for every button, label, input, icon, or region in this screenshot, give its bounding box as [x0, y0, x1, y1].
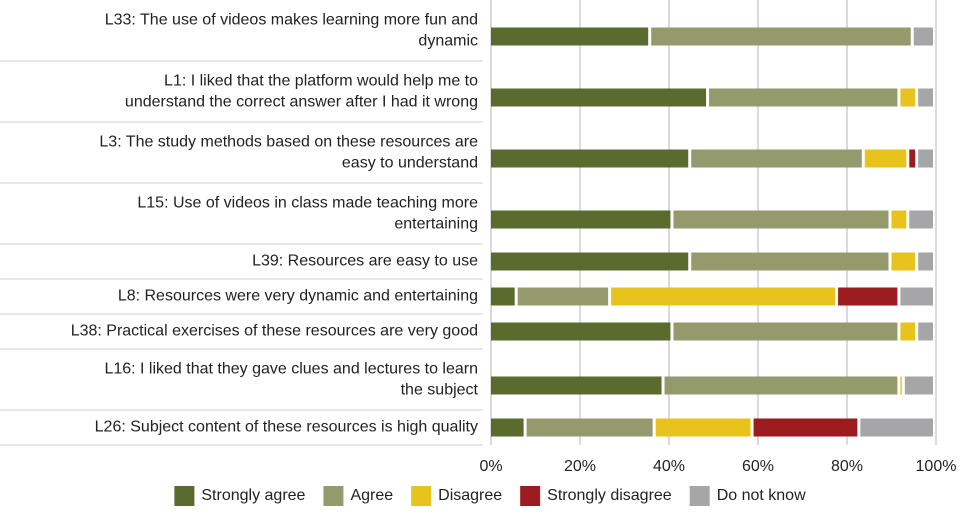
category-label: L39: Resources are easy to use — [252, 253, 478, 270]
legend-label: Agree — [350, 487, 393, 504]
bar-segment — [918, 252, 933, 271]
category-label: L33: The use of videos makes learning mo… — [105, 12, 478, 50]
label-line: L33: The use of videos makes learning mo… — [105, 12, 478, 29]
bar-segment — [909, 149, 916, 168]
legend-label: Disagree — [438, 487, 502, 504]
label-line: L1: I liked that the platform would help… — [164, 73, 478, 90]
bar-segment — [491, 149, 689, 168]
bar-segment — [491, 322, 671, 341]
label-line: the subject — [401, 382, 479, 399]
label-line: L26: Subject content of these resources … — [95, 419, 478, 436]
bar-segment — [891, 252, 916, 271]
label-line: easy to understand — [342, 155, 478, 172]
category-label: L8: Resources were very dynamic and ente… — [118, 288, 478, 305]
bar-segment — [491, 27, 649, 46]
legend-swatch — [323, 486, 344, 506]
x-tick-label: 20% — [564, 458, 596, 475]
bar-segment — [918, 322, 933, 341]
label-line: L8: Resources were very dynamic and ente… — [118, 288, 478, 305]
x-tick-label: 100% — [916, 458, 957, 475]
bar-segment — [918, 88, 933, 107]
legend-swatch — [689, 486, 710, 506]
bar-segment — [691, 252, 889, 271]
bar-segment — [913, 27, 933, 46]
bar-segment — [900, 322, 916, 341]
category-label: L1: I liked that the platform would help… — [125, 73, 478, 111]
bar-segment — [753, 418, 858, 437]
label-line: L38: Practical exercises of these resour… — [71, 323, 478, 340]
bar-segment — [838, 287, 898, 306]
legend-label: Do not know — [717, 487, 806, 504]
bar-segment — [909, 210, 933, 229]
category-label: L16: I liked that they gave clues and le… — [104, 361, 478, 399]
bar-segment — [918, 149, 933, 168]
legend-swatch — [411, 486, 432, 506]
bar-segment — [900, 88, 916, 107]
bar-segment — [491, 287, 515, 306]
bar-segment — [673, 210, 889, 229]
bar-segment — [611, 287, 836, 306]
legend-swatch — [520, 486, 541, 506]
bar-segment — [491, 252, 689, 271]
bar-segment — [709, 88, 898, 107]
category-label: L38: Practical exercises of these resour… — [71, 323, 478, 340]
bar-segment — [891, 210, 907, 229]
bar-segment — [860, 418, 933, 437]
legend-swatch — [174, 486, 195, 506]
label-line: L15: Use of videos in class made teachin… — [137, 195, 478, 212]
x-tick-label: 0% — [479, 458, 502, 475]
bar-segment — [664, 376, 898, 395]
label-line: L3: The study methods based on these res… — [99, 134, 478, 151]
bar-segment — [517, 287, 609, 306]
label-line: dynamic — [418, 33, 478, 50]
legend-label: Strongly agree — [201, 487, 305, 504]
x-tick-label: 60% — [742, 458, 774, 475]
bar-segment — [651, 27, 911, 46]
bar-segment — [491, 376, 662, 395]
category-label: L26: Subject content of these resources … — [95, 419, 478, 436]
bar-segment — [691, 149, 862, 168]
x-tick-label: 80% — [831, 458, 863, 475]
bar-segment — [900, 376, 902, 395]
bar-segment — [491, 210, 671, 229]
bar-segment — [904, 376, 933, 395]
bar-segment — [900, 287, 933, 306]
bar-segment — [526, 418, 653, 437]
legend-label: Strongly disagree — [547, 487, 672, 504]
category-label: L3: The study methods based on these res… — [99, 134, 478, 172]
label-line: understand the correct answer after I ha… — [125, 94, 478, 111]
legend: Strongly agree Agree Disagree Strongly disa… — [174, 486, 806, 506]
category-label: L15: Use of videos in class made teachin… — [137, 195, 478, 233]
bar-segment — [655, 418, 751, 437]
label-line: L39: Resources are easy to use — [252, 253, 478, 270]
bar-segment — [491, 88, 707, 107]
label-line: L16: I liked that they gave clues and le… — [104, 361, 478, 378]
bar-segment — [673, 322, 898, 341]
x-tick-label: 40% — [653, 458, 685, 475]
label-line: entertaining — [394, 216, 478, 233]
bar-segment — [491, 418, 524, 437]
bar-segment — [864, 149, 907, 168]
